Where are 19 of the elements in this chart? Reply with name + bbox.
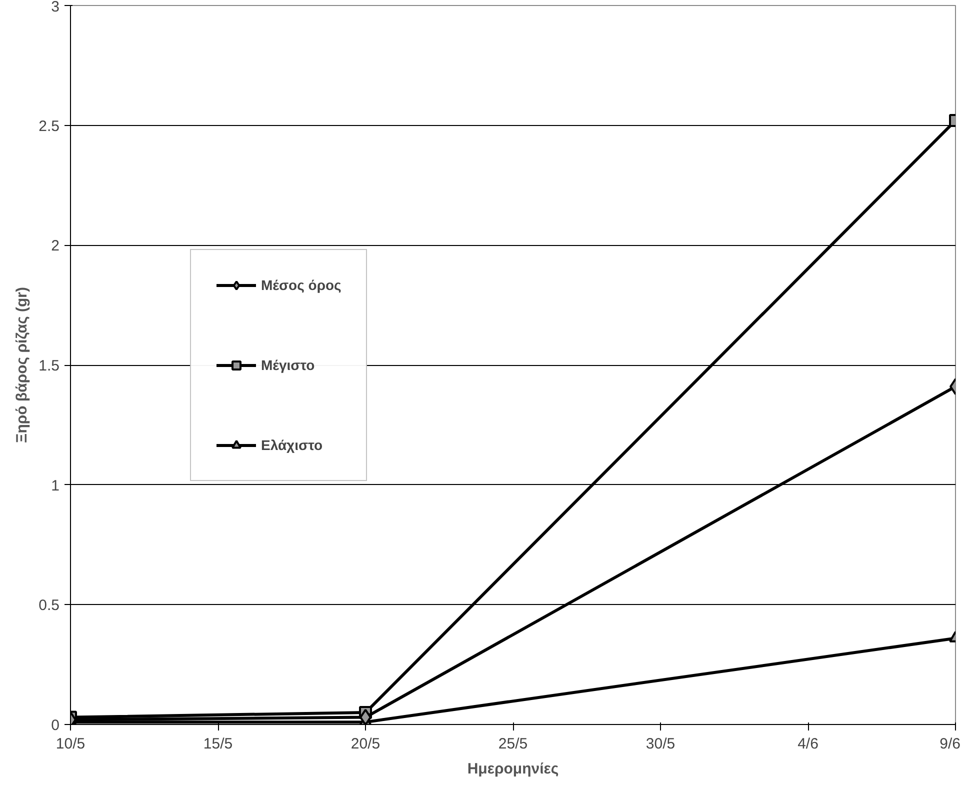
y-tick-label: 1 bbox=[51, 477, 60, 494]
y-tick-label: 2 bbox=[51, 238, 60, 255]
y-tick-label: 1.5 bbox=[38, 358, 60, 374]
legend-label: Μέγιστο bbox=[261, 356, 315, 372]
legend-label: Μέσος όρος bbox=[261, 276, 342, 292]
x-tick-label: 4/6 bbox=[798, 736, 818, 752]
x-axis-title: Ημερομηνίες bbox=[467, 760, 559, 778]
x-tick-label: 30/5 bbox=[646, 736, 676, 752]
legend-label: Ελάχιστο bbox=[261, 436, 322, 452]
x-tick-label: 20/5 bbox=[350, 736, 380, 752]
x-tick-label: 10/5 bbox=[56, 736, 86, 752]
y-tick-label: 0 bbox=[51, 717, 60, 734]
x-tick-label: 15/5 bbox=[203, 736, 233, 752]
y-tick-label: 3 bbox=[51, 0, 60, 16]
x-tick-label: 25/5 bbox=[498, 736, 528, 752]
y-tick-label: 2.5 bbox=[38, 118, 60, 135]
y-tick-label: 0.5 bbox=[38, 597, 60, 614]
y-axis-title: Ξηρό βάρος ρίζας (gr) bbox=[14, 287, 31, 443]
x-tick-label: 9/6 bbox=[940, 736, 961, 752]
